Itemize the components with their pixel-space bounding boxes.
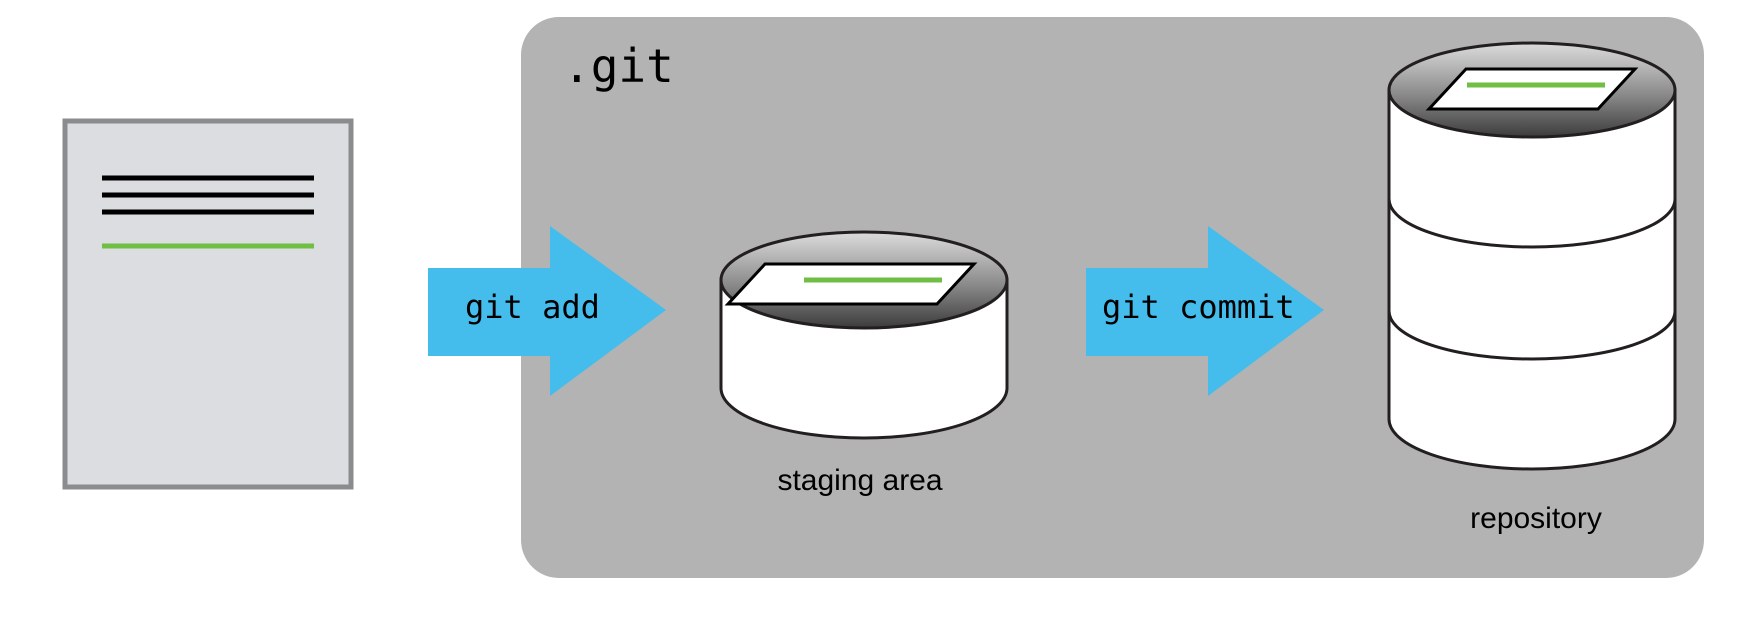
- repository-snapshot-sheet: [1425, 67, 1639, 111]
- document-icon: [62, 118, 354, 490]
- repository-label: repository: [1470, 502, 1602, 535]
- git-commit-label: git commit: [1102, 288, 1295, 326]
- git-add-label: git add: [465, 288, 600, 326]
- stacked-cylinder-icon: [1387, 41, 1677, 471]
- arrow-shape: [428, 226, 666, 396]
- git-directory-label: .git: [563, 39, 674, 93]
- arrow-shape: [1086, 226, 1324, 396]
- repository-segment-line: [1387, 310, 1677, 361]
- document-page: [62, 118, 354, 490]
- repository-segment-line: [1387, 198, 1677, 249]
- staging-area-label: staging area: [777, 464, 942, 497]
- cylinder-icon: [719, 230, 1009, 440]
- git-add-arrow: git add: [428, 226, 666, 396]
- repository-cylinder-body: [1387, 88, 1677, 471]
- staging-snapshot-sheet: [724, 262, 978, 306]
- git-commit-arrow: git commit: [1086, 226, 1324, 396]
